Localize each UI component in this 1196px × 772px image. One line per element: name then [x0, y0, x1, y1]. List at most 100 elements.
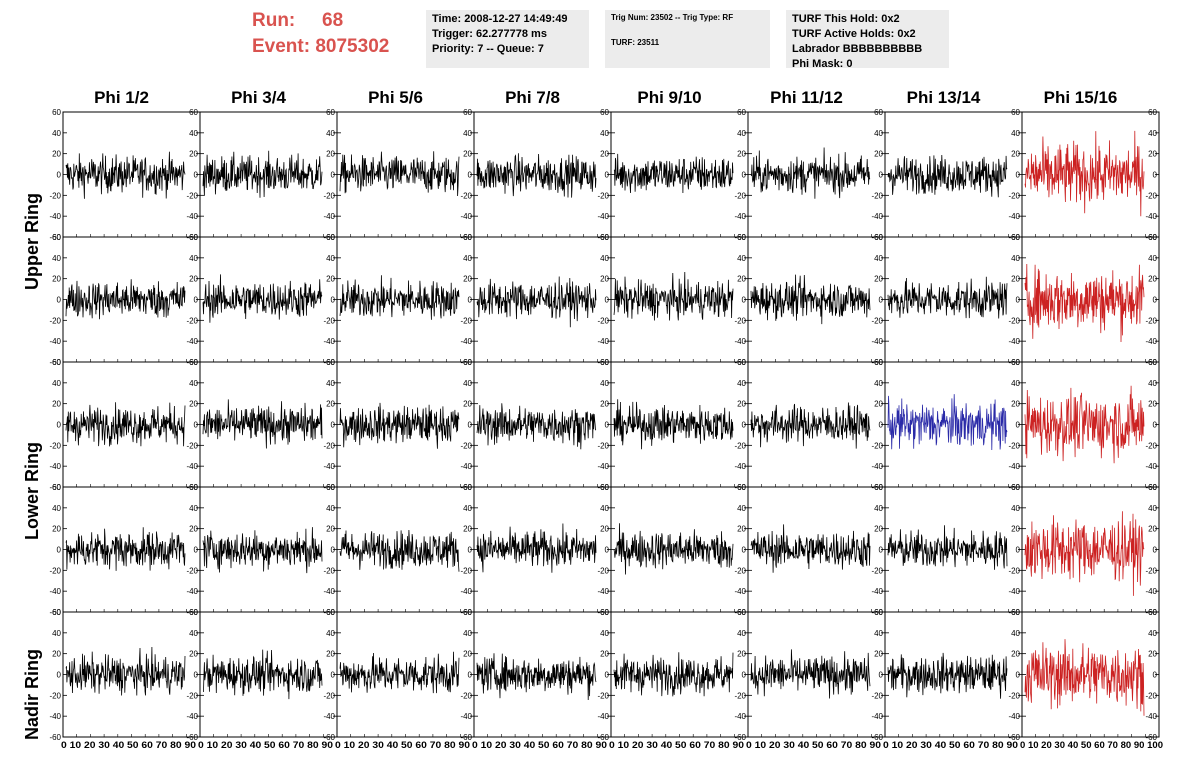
y-tick-label: -40 — [323, 462, 335, 471]
y-tick-label: -40 — [323, 712, 335, 721]
y-tick-label-left: 60 — [52, 108, 61, 117]
y-tick-label: 60 — [1148, 233, 1157, 242]
y-tick-label: 0 — [331, 546, 336, 555]
y-tick-label: 20 — [1011, 525, 1020, 534]
waveform-trace — [613, 153, 734, 194]
y-tick-label: -20 — [323, 566, 335, 575]
y-tick-label: 0 — [1153, 546, 1158, 555]
y-tick-label: 60 — [463, 108, 472, 117]
y-tick-label: -40 — [1008, 337, 1020, 346]
y-tick-label: 0 — [742, 421, 747, 430]
waveform-trace — [750, 147, 871, 199]
x-tick-labels: 0 10 20 30 40 50 60 70 80 90 — [609, 740, 744, 750]
y-tick-label: 0 — [468, 296, 473, 305]
y-tick-label-left: -20 — [49, 566, 61, 575]
y-tick-label: -20 — [1145, 316, 1157, 325]
y-tick-label: 20 — [1148, 275, 1157, 284]
x-tick-labels: 0 10 20 30 40 50 60 70 80 90 — [746, 740, 881, 750]
y-tick-label: -20 — [734, 316, 746, 325]
y-tick-label: 40 — [189, 129, 198, 138]
y-tick-label: 60 — [1011, 358, 1020, 367]
x-tick-labels: 0 10 20 30 40 50 60 70 80 90 — [472, 740, 607, 750]
y-tick-label: -40 — [734, 212, 746, 221]
y-tick-label: 40 — [1011, 504, 1020, 513]
y-tick-label: -40 — [597, 337, 609, 346]
waveform-trace — [613, 523, 734, 575]
y-tick-label: -40 — [734, 587, 746, 596]
y-tick-label: 20 — [1148, 400, 1157, 409]
y-tick-label-left: 20 — [52, 150, 61, 159]
y-tick-label: -20 — [597, 191, 609, 200]
x-tick-labels: 0 10 20 30 40 50 60 70 80 90 — [335, 740, 470, 750]
y-tick-label: 40 — [326, 629, 335, 638]
waveform-trace — [476, 153, 597, 198]
y-tick-label: 40 — [1148, 504, 1157, 513]
y-tick-label: 40 — [737, 504, 746, 513]
waveform-trace — [1024, 130, 1145, 217]
y-tick-label: -40 — [871, 337, 883, 346]
y-tick-label: -40 — [734, 462, 746, 471]
y-tick-label: -20 — [323, 316, 335, 325]
y-tick-label: 0 — [1016, 421, 1021, 430]
y-tick-label: -40 — [460, 212, 472, 221]
y-tick-label: 60 — [737, 358, 746, 367]
y-tick-label: 60 — [326, 108, 335, 117]
y-tick-label: 40 — [600, 504, 609, 513]
waveform-trace — [339, 275, 460, 320]
y-tick-label: -40 — [460, 462, 472, 471]
y-tick-label: -20 — [597, 691, 609, 700]
y-tick-label: -20 — [871, 566, 883, 575]
y-tick-label: -40 — [597, 587, 609, 596]
y-tick-label: 40 — [463, 254, 472, 263]
y-tick-label: 40 — [1011, 129, 1020, 138]
waveform-trace — [476, 523, 597, 573]
x-tick-labels: 0 10 20 30 40 50 60 70 80 90 — [61, 740, 196, 750]
time-info-box: Time: 2008-12-27 14:49:49 Trigger: 62.27… — [426, 10, 589, 68]
waveform-trace — [202, 150, 323, 198]
waveform-trace — [887, 154, 1008, 198]
y-tick-label: -40 — [1145, 587, 1157, 596]
y-tick-label: -40 — [1145, 212, 1157, 221]
y-tick-label: -60 — [734, 733, 746, 742]
y-tick-label: -40 — [1145, 712, 1157, 721]
y-tick-label: 0 — [605, 421, 610, 430]
y-tick-label: -60 — [597, 733, 609, 742]
y-tick-label: -20 — [1145, 566, 1157, 575]
y-tick-label: -40 — [597, 712, 609, 721]
y-tick-label: 60 — [463, 233, 472, 242]
y-tick-label: -40 — [734, 337, 746, 346]
y-tick-label: 20 — [189, 525, 198, 534]
y-tick-label: 60 — [189, 108, 198, 117]
y-tick-label: -20 — [871, 191, 883, 200]
column-title-2: Phi 3/4 — [231, 88, 286, 107]
y-tick-label-left: 0 — [57, 546, 62, 555]
waveform-trace — [1024, 263, 1145, 343]
y-tick-label: -20 — [734, 691, 746, 700]
y-tick-label: -40 — [871, 462, 883, 471]
y-tick-label: 0 — [1016, 671, 1021, 680]
waveform-trace — [887, 525, 1008, 570]
y-tick-label: 20 — [189, 150, 198, 159]
y-tick-label: -40 — [323, 587, 335, 596]
y-tick-label: -60 — [186, 733, 198, 742]
y-tick-label: 60 — [737, 608, 746, 617]
y-tick-label-left: 60 — [52, 233, 61, 242]
waveform-trace — [202, 527, 323, 574]
y-tick-label: 40 — [463, 629, 472, 638]
waveform-trace — [750, 524, 871, 573]
x-tick-labels: 0 10 20 30 40 50 60 70 80 90 — [883, 740, 1018, 750]
waveform-trace — [339, 651, 460, 694]
y-tick-label: 60 — [189, 233, 198, 242]
run-value: 68 — [322, 10, 344, 31]
y-tick-label: 0 — [194, 546, 199, 555]
y-tick-label: 60 — [1148, 108, 1157, 117]
y-tick-label: 20 — [1011, 275, 1020, 284]
y-tick-label-left: -40 — [49, 587, 61, 596]
y-tick-label: 0 — [605, 546, 610, 555]
y-tick-label-left: 20 — [52, 525, 61, 534]
y-tick-label: 40 — [1011, 629, 1020, 638]
waveform-trace — [65, 279, 186, 320]
waveform-trace — [339, 529, 460, 572]
y-tick-label: 60 — [1011, 608, 1020, 617]
